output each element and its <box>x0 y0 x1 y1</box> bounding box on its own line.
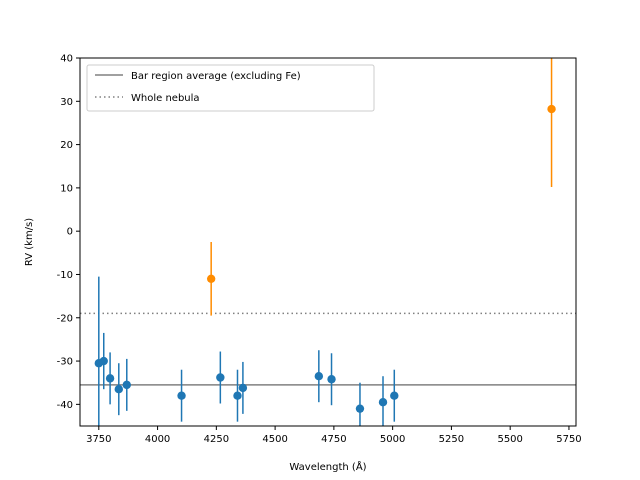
data-point-s0-11 <box>355 404 365 413</box>
x-tick-label-4500: 4500 <box>262 434 287 445</box>
data-point-s0-7 <box>233 391 242 400</box>
y-axis-label: RV (km/s) <box>24 218 35 266</box>
data-point-s0-4 <box>122 380 131 390</box>
y-tick-label--10: -10 <box>57 270 73 281</box>
axes-frame <box>79 57 577 427</box>
data-point-s1-1 <box>547 104 556 114</box>
y-tick-label-10: 10 <box>60 183 73 194</box>
legend-label-bar-average: Bar region average (excluding Fe) <box>131 71 301 82</box>
y-tick-label-40: 40 <box>60 54 73 65</box>
plot-area <box>79 57 577 427</box>
data-point-s1-0 <box>206 274 216 283</box>
data-points <box>94 104 556 413</box>
data-point-s0-10 <box>327 375 336 384</box>
x-tick-label-4000: 4000 <box>145 434 170 445</box>
y-tick-label--40: -40 <box>57 400 73 411</box>
y-tick-label-30: 30 <box>60 97 73 108</box>
data-point-s0-3 <box>114 385 123 394</box>
y-tick-label--20: -20 <box>57 313 73 324</box>
legend: Bar region average (excluding Fe) Whole … <box>86 64 375 112</box>
y-tick-label-20: 20 <box>60 140 73 151</box>
x-tick-label-5750: 5750 <box>556 434 581 445</box>
legend-label-whole-nebula: Whole nebula <box>131 93 200 104</box>
data-point-s0-13 <box>390 391 399 400</box>
axes-background <box>80 58 576 426</box>
data-point-s0-1 <box>99 356 108 366</box>
data-point-s0-8 <box>238 383 248 393</box>
x-tick-label-5000: 5000 <box>380 434 405 445</box>
x-tick-label-3750: 3750 <box>86 434 111 445</box>
data-point-s0-2 <box>105 374 115 383</box>
y-tick-label-0: 0 <box>67 227 73 238</box>
x-axis-label: Wavelength (Å) <box>289 460 366 473</box>
reference-lines <box>80 312 576 386</box>
x-tick-label-5250: 5250 <box>439 434 464 445</box>
x-axis-ticks: 3750 4000 4250 4500 4750 5000 5250 5500 5750 <box>86 426 582 445</box>
legend-box <box>86 64 375 112</box>
data-point-s0-9 <box>314 372 324 381</box>
x-tick-label-4250: 4250 <box>204 434 229 445</box>
x-tick-label-4750: 4750 <box>321 434 346 445</box>
data-point-s0-5 <box>177 391 186 400</box>
data-point-s0-12 <box>378 397 388 407</box>
y-tick-label--30: -30 <box>57 357 73 368</box>
y-axis-ticks: -40 -30 -20 -10 0 10 20 30 40 <box>57 54 80 411</box>
x-tick-label-5500: 5500 <box>497 434 522 445</box>
data-point-s0-6 <box>216 373 225 382</box>
